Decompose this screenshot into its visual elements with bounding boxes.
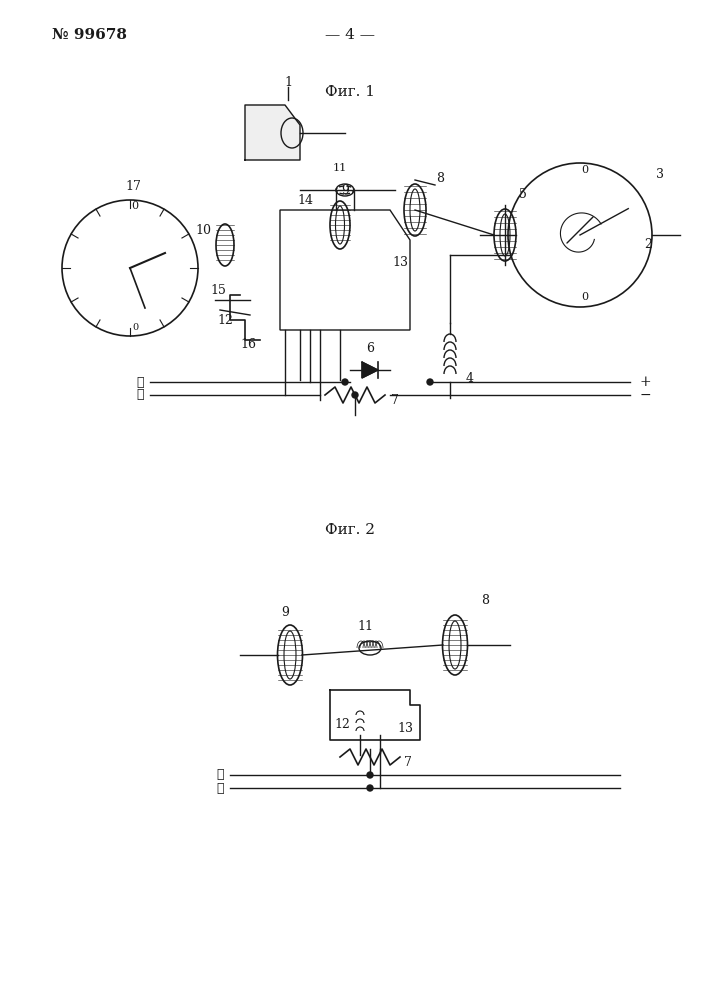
- Text: 17: 17: [125, 180, 141, 192]
- Circle shape: [352, 392, 358, 398]
- Text: 3: 3: [656, 168, 664, 182]
- Text: 7: 7: [391, 393, 399, 406]
- Text: 11: 11: [333, 163, 347, 173]
- Circle shape: [427, 379, 433, 385]
- Text: 12: 12: [217, 314, 233, 326]
- Text: 11: 11: [357, 619, 373, 633]
- Text: 9: 9: [341, 184, 349, 196]
- Text: 7: 7: [404, 756, 412, 768]
- Text: 0: 0: [132, 201, 139, 211]
- Text: 13: 13: [397, 722, 413, 734]
- Text: 0: 0: [132, 324, 138, 332]
- Text: 9: 9: [281, 606, 289, 619]
- Text: № 99678: № 99678: [52, 28, 127, 42]
- Text: 12: 12: [334, 718, 350, 732]
- Text: 14: 14: [297, 194, 313, 207]
- Text: Фиг. 1: Фиг. 1: [325, 85, 375, 99]
- Text: ⌀: ⌀: [216, 782, 223, 794]
- Text: 8: 8: [481, 593, 489, 606]
- Text: 10: 10: [195, 224, 211, 236]
- Text: −: −: [639, 388, 651, 402]
- Text: — 4 —: — 4 —: [325, 28, 375, 42]
- Text: 8: 8: [436, 172, 444, 184]
- Text: 1: 1: [284, 77, 292, 90]
- Text: 0: 0: [581, 165, 588, 175]
- Text: ⌀: ⌀: [136, 375, 144, 388]
- Text: ⌀: ⌀: [216, 768, 223, 782]
- Text: +: +: [639, 375, 651, 389]
- Circle shape: [342, 379, 348, 385]
- Text: ⌀: ⌀: [136, 388, 144, 401]
- Polygon shape: [362, 362, 378, 378]
- Text: 2: 2: [644, 238, 652, 251]
- Text: 13: 13: [392, 255, 408, 268]
- Text: 16: 16: [240, 338, 256, 352]
- Polygon shape: [245, 105, 300, 160]
- Text: 0: 0: [581, 292, 588, 302]
- Circle shape: [367, 785, 373, 791]
- Text: 5: 5: [519, 188, 527, 202]
- Text: 6: 6: [366, 342, 374, 355]
- Text: Фиг. 2: Фиг. 2: [325, 523, 375, 537]
- Text: 15: 15: [210, 284, 226, 296]
- Text: 4: 4: [466, 371, 474, 384]
- Circle shape: [367, 772, 373, 778]
